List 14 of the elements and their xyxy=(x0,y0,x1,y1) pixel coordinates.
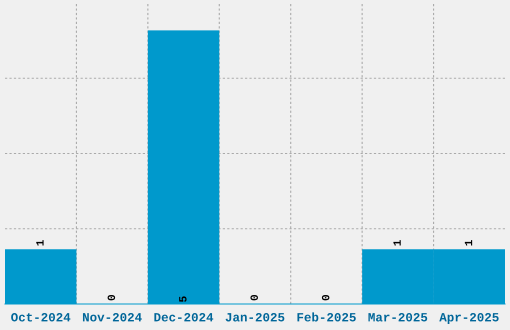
data-label: 0 xyxy=(108,294,116,300)
data-label: 1 xyxy=(36,240,44,246)
x-tick-label: Jan-2025 xyxy=(226,313,284,322)
data-label: 1 xyxy=(393,240,401,246)
data-label: 1 xyxy=(464,240,472,246)
data-label: 0 xyxy=(322,294,330,300)
data-label: 0 xyxy=(250,294,258,300)
x-tick-label: Nov-2024 xyxy=(82,313,142,322)
x-tick-label: Dec-2024 xyxy=(154,313,214,322)
x-tick-label: Oct-2024 xyxy=(11,313,70,322)
x-tick-label: Apr-2025 xyxy=(439,313,499,324)
data-label: 5 xyxy=(179,296,187,302)
x-tick-label: Mar-2025 xyxy=(368,313,428,322)
x-tick-label: Feb-2025 xyxy=(297,312,356,322)
